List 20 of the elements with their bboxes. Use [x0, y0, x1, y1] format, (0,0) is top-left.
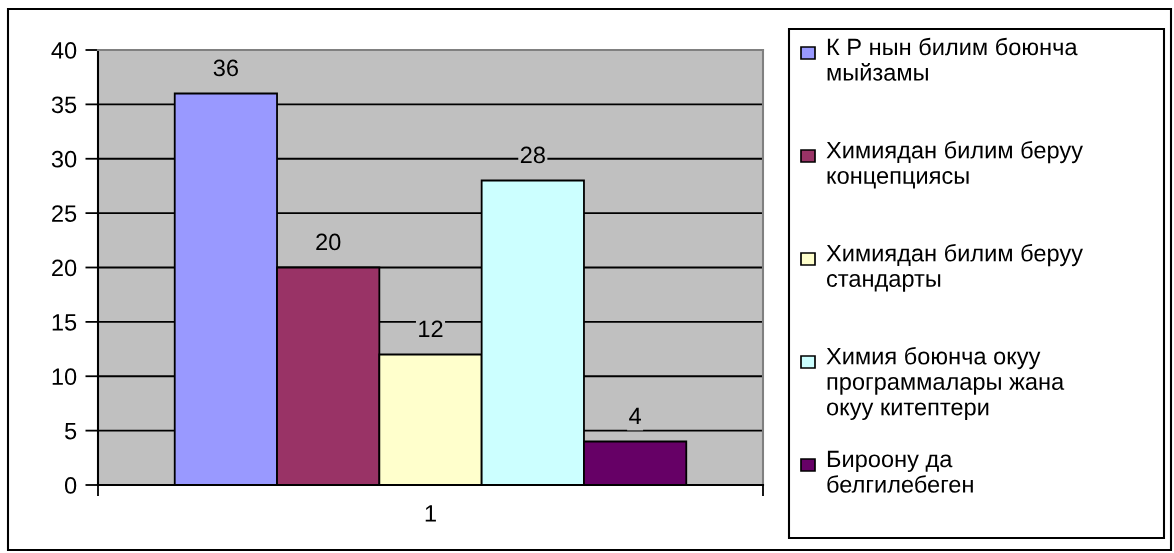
data-label: 28 — [520, 146, 545, 164]
y-tick-label: 10 — [52, 368, 77, 386]
y-tick-label: 20 — [52, 259, 77, 277]
y-tick-label: 25 — [52, 205, 77, 222]
data-label: 20 — [316, 233, 341, 251]
data-label: 4 — [629, 407, 641, 425]
legend-label: Химиядан билим беруу стандарты — [826, 244, 1083, 292]
y-tick-label: 0 — [64, 477, 77, 494]
y-tick-label: 5 — [64, 422, 77, 440]
y-tick-label: 15 — [52, 314, 77, 331]
legend-label: К Р нын билим боюнча мыйзамы — [827, 37, 1078, 81]
y-tick-label: 35 — [51, 96, 77, 114]
y-tick-label: 30 — [51, 150, 77, 168]
legend-label: Химия боюнча окуу программалары жана окуу китептери — [826, 347, 1065, 421]
data-label: 36 — [213, 59, 238, 77]
x-tick-label: 1 — [425, 505, 436, 522]
y-tick-label: 40 — [51, 42, 77, 59]
legend-label: Бироону да белгилебеген — [827, 450, 973, 493]
data-label: 12 — [419, 320, 443, 338]
legend-label: Химиядан билим беруу концепциясы — [826, 141, 1083, 189]
